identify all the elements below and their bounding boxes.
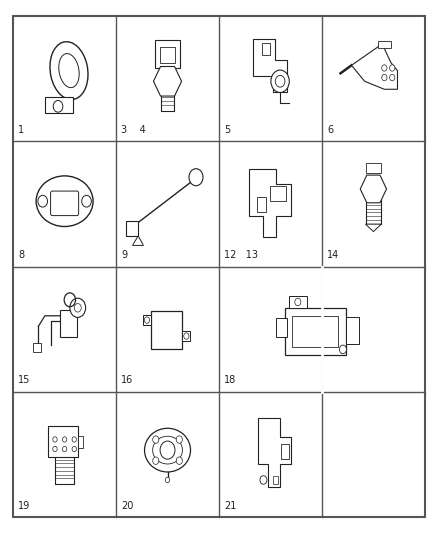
Polygon shape — [153, 67, 181, 96]
Polygon shape — [258, 418, 291, 487]
Circle shape — [72, 446, 76, 451]
Circle shape — [166, 478, 170, 483]
Circle shape — [189, 168, 203, 186]
Circle shape — [62, 437, 67, 442]
Circle shape — [382, 65, 387, 71]
Circle shape — [53, 100, 63, 112]
Circle shape — [295, 298, 301, 306]
FancyBboxPatch shape — [289, 296, 307, 308]
Text: 9: 9 — [121, 250, 127, 260]
FancyBboxPatch shape — [285, 308, 346, 355]
FancyBboxPatch shape — [269, 187, 286, 201]
Text: 14: 14 — [327, 250, 339, 260]
FancyBboxPatch shape — [272, 475, 278, 484]
Polygon shape — [351, 44, 398, 89]
Circle shape — [160, 441, 175, 459]
Polygon shape — [132, 236, 143, 245]
Text: 6: 6 — [327, 125, 333, 135]
Ellipse shape — [50, 42, 88, 100]
FancyBboxPatch shape — [155, 40, 180, 68]
Text: 12   13: 12 13 — [224, 250, 258, 260]
FancyBboxPatch shape — [292, 316, 338, 346]
FancyBboxPatch shape — [48, 426, 78, 457]
FancyBboxPatch shape — [280, 443, 289, 458]
FancyBboxPatch shape — [78, 436, 83, 448]
Circle shape — [72, 437, 76, 442]
Circle shape — [184, 333, 189, 340]
Circle shape — [74, 304, 81, 312]
FancyBboxPatch shape — [126, 221, 138, 236]
Circle shape — [176, 436, 182, 443]
FancyBboxPatch shape — [143, 315, 151, 325]
Circle shape — [70, 298, 86, 317]
Text: 8: 8 — [18, 250, 25, 260]
Text: 21: 21 — [224, 500, 237, 511]
Text: 3    4: 3 4 — [121, 125, 146, 135]
FancyBboxPatch shape — [378, 41, 391, 47]
Circle shape — [53, 446, 57, 451]
FancyBboxPatch shape — [276, 319, 287, 337]
Circle shape — [38, 196, 47, 207]
Ellipse shape — [36, 176, 93, 227]
Ellipse shape — [152, 436, 182, 464]
Circle shape — [82, 196, 92, 207]
Polygon shape — [253, 39, 287, 92]
FancyBboxPatch shape — [33, 343, 41, 352]
Text: 16: 16 — [121, 375, 134, 385]
FancyBboxPatch shape — [159, 46, 175, 62]
Circle shape — [53, 437, 57, 442]
FancyBboxPatch shape — [182, 331, 190, 341]
Circle shape — [390, 74, 395, 80]
Text: 20: 20 — [121, 500, 134, 511]
FancyBboxPatch shape — [60, 310, 77, 337]
Circle shape — [271, 70, 289, 92]
FancyBboxPatch shape — [50, 191, 78, 216]
Bar — [45, 97, 73, 113]
Polygon shape — [365, 224, 381, 232]
Circle shape — [260, 475, 267, 484]
Polygon shape — [249, 169, 291, 237]
FancyBboxPatch shape — [257, 197, 266, 212]
Polygon shape — [360, 175, 387, 203]
Circle shape — [275, 75, 285, 87]
Ellipse shape — [59, 54, 79, 87]
Circle shape — [153, 457, 159, 464]
Circle shape — [390, 65, 395, 71]
Text: 5: 5 — [224, 125, 230, 135]
Circle shape — [153, 436, 159, 443]
Circle shape — [339, 345, 346, 354]
Text: 1: 1 — [18, 125, 25, 135]
FancyBboxPatch shape — [365, 163, 381, 173]
Circle shape — [145, 317, 149, 323]
FancyBboxPatch shape — [346, 318, 359, 344]
Text: 15: 15 — [18, 375, 31, 385]
Ellipse shape — [145, 429, 191, 472]
Text: 19: 19 — [18, 500, 31, 511]
Text: 18: 18 — [224, 375, 237, 385]
Circle shape — [176, 457, 182, 464]
FancyBboxPatch shape — [151, 311, 183, 350]
Circle shape — [62, 446, 67, 451]
FancyBboxPatch shape — [261, 43, 269, 54]
Circle shape — [382, 74, 387, 80]
